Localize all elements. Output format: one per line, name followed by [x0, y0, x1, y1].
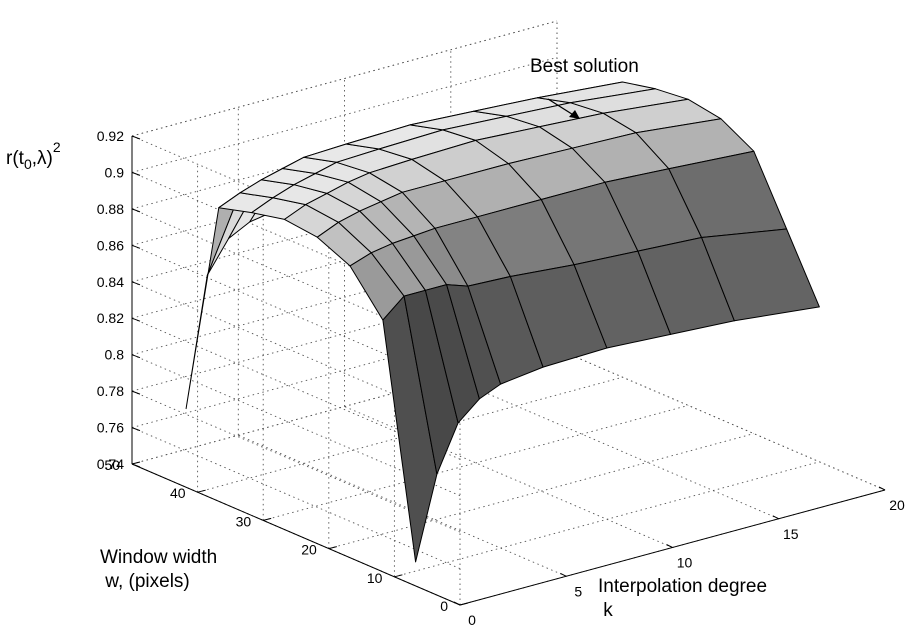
- y-tick-label: 10: [367, 570, 383, 586]
- x-tick-mark: [560, 572, 567, 577]
- z-tick-mark: [131, 427, 141, 432]
- y-tick-label: 50: [104, 457, 120, 473]
- x-tick-label: 20: [889, 497, 905, 513]
- y-axis-label: Window width w, (pixels): [100, 547, 217, 592]
- y-tick-label: 30: [236, 513, 252, 529]
- z-tick-label: 0.82: [97, 310, 124, 326]
- z-axis-label: r(t0,λ)2: [6, 139, 61, 172]
- x-tick-label: 15: [783, 526, 799, 542]
- y-axis-line: [131, 463, 461, 606]
- z-tick-mark: [131, 281, 141, 286]
- gridline-z-backwall: [131, 56, 558, 173]
- gridline-k-floor: [344, 406, 673, 548]
- y-tick-mark: [263, 517, 272, 521]
- gridline-floor-edge: [556, 348, 886, 491]
- annotation-arrow-shaft: [547, 98, 576, 117]
- annotation-layer: Best solution: [530, 56, 639, 119]
- gridline-k-floor: [450, 377, 779, 520]
- z-tick-label: 0.74: [97, 456, 124, 472]
- gridline-z-backwall: [131, 275, 558, 392]
- tick-layer: 0.74 0.76 0.78 0.8 0.82 0.84 0.86 0.88 0.9 0.92 0 1…: [97, 128, 905, 628]
- z-tick-label: 0.8: [105, 347, 125, 363]
- gridline-k-floor: [556, 348, 886, 491]
- y-tick-mark: [197, 489, 206, 493]
- x-tick-mark: [878, 486, 886, 491]
- gridline-w-floor: [131, 348, 558, 465]
- x-tick-mark: [666, 544, 673, 548]
- x-tick-label: 0: [468, 612, 476, 628]
- gridline-top-back: [131, 20, 558, 137]
- y-tick-mark: [131, 461, 141, 465]
- z-tick-mark: [131, 208, 141, 213]
- y-tick-mark: [459, 602, 469, 606]
- z-tick-mark: [131, 390, 141, 395]
- annotation-label: Best solution: [530, 56, 639, 77]
- surface-patch: [701, 228, 820, 322]
- y-tick-label: 0: [440, 598, 448, 614]
- x-tick-mark: [453, 601, 461, 606]
- y-tick-mark: [328, 546, 337, 550]
- y-tick-label: 40: [170, 485, 186, 501]
- x-tick-label: 10: [677, 555, 693, 571]
- y-tick-mark: [394, 574, 403, 578]
- z-tick-label: 0.92: [97, 128, 124, 144]
- z-tick-label: 0.78: [97, 383, 124, 399]
- x-tick-mark: [772, 515, 780, 520]
- z-tick-mark: [131, 463, 141, 468]
- x-tick-label: 5: [574, 583, 582, 599]
- z-tick-mark: [131, 317, 141, 322]
- z-tick-mark: [131, 135, 141, 140]
- z-tick-label: 0.86: [97, 237, 124, 253]
- z-tick-mark: [131, 244, 141, 249]
- label-layer: Interpolation degree k Window width w, (p…: [6, 139, 767, 621]
- x-axis-label: Interpolation degree k: [598, 576, 767, 621]
- annotation-arrow-head: [569, 110, 580, 119]
- z-tick-label: 0.88: [97, 201, 124, 217]
- z-tick-mark: [131, 171, 141, 176]
- gridline-z-backwall: [131, 239, 558, 356]
- y-tick-label: 20: [301, 542, 317, 558]
- surface-layer: [185, 81, 820, 563]
- z-tick-label: 0.9: [105, 164, 125, 180]
- gridline-w-floor: [394, 461, 820, 578]
- z-tick-mark: [131, 354, 141, 359]
- z-tick-label: 0.84: [97, 274, 124, 290]
- z-tick-label: 0.76: [97, 420, 124, 436]
- gridline-w-floor: [328, 433, 754, 550]
- gridline-w-floor: [263, 404, 689, 521]
